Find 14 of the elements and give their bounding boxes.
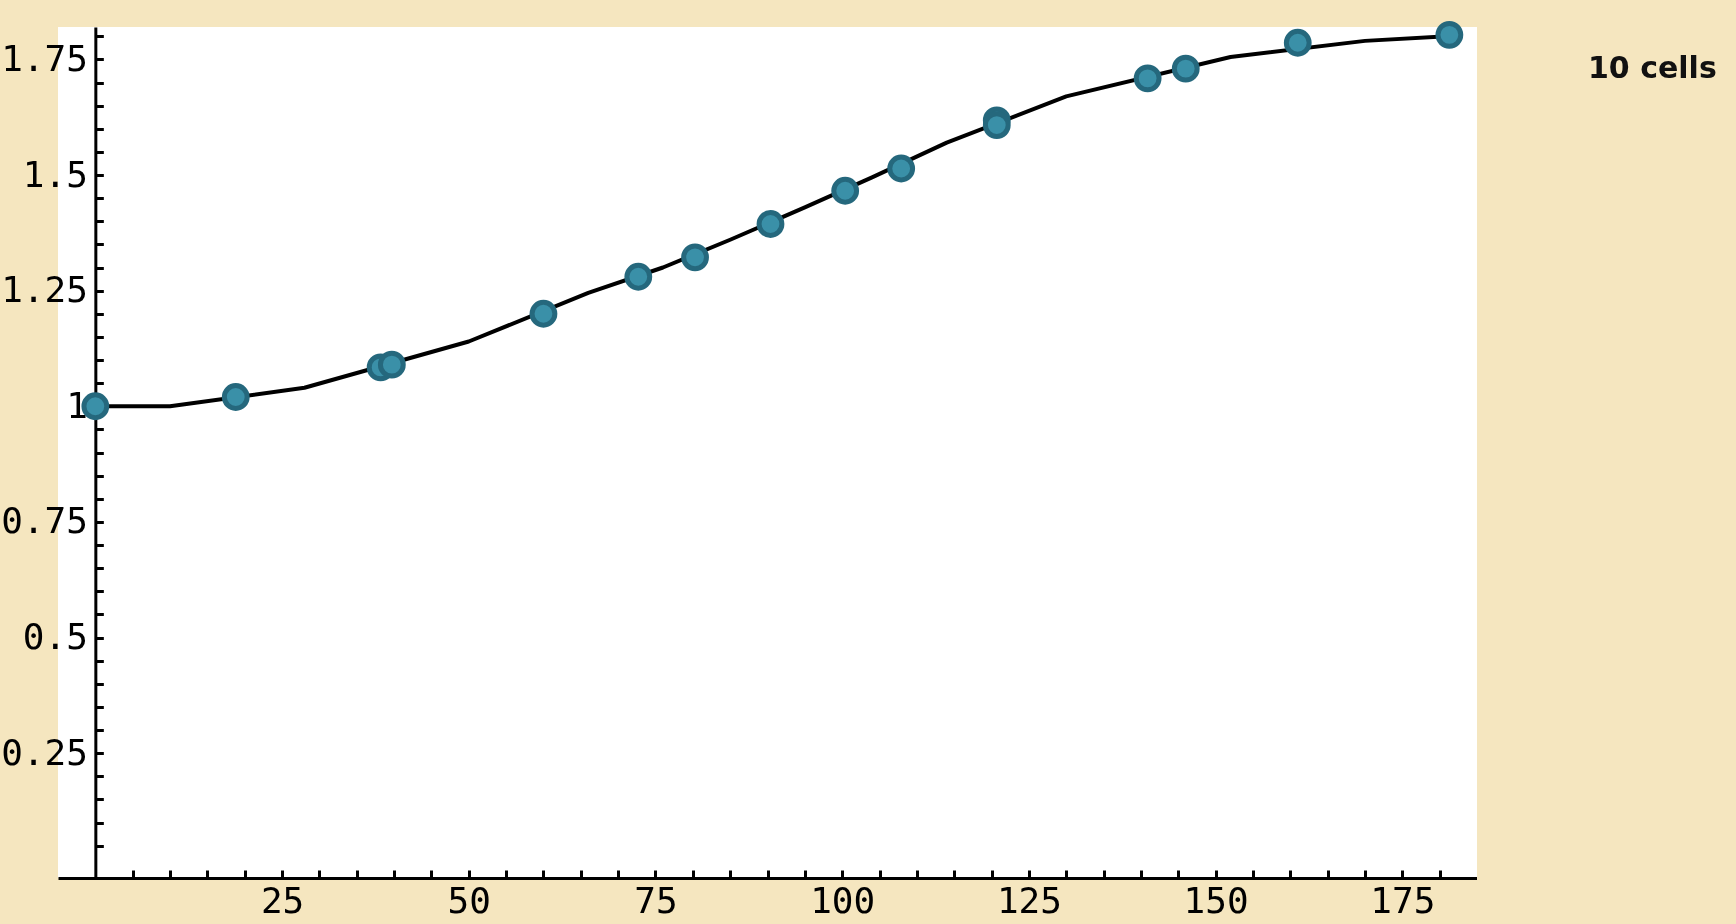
y-tick-label: 0.5 bbox=[22, 616, 88, 657]
y-tick-label: 0.75 bbox=[1, 500, 88, 542]
x-tick-label: 175 bbox=[1370, 879, 1436, 921]
x-tick-label: 25 bbox=[260, 879, 305, 921]
text: 10 cells bbox=[1588, 50, 1717, 85]
y-tick-label: 1.5 bbox=[22, 153, 88, 195]
x-tick-label: 150 bbox=[1183, 879, 1249, 921]
y-tick-label: 1.25 bbox=[1, 269, 88, 311]
x-tick-label: 75 bbox=[634, 879, 678, 921]
y-tick-label: 1.75 bbox=[1, 37, 88, 79]
x-tick-label: 50 bbox=[447, 879, 491, 921]
y-tick-label: 0.25 bbox=[1, 731, 88, 773]
x-tick-label: 100 bbox=[810, 879, 876, 921]
x-tick-label: 125 bbox=[996, 879, 1062, 921]
